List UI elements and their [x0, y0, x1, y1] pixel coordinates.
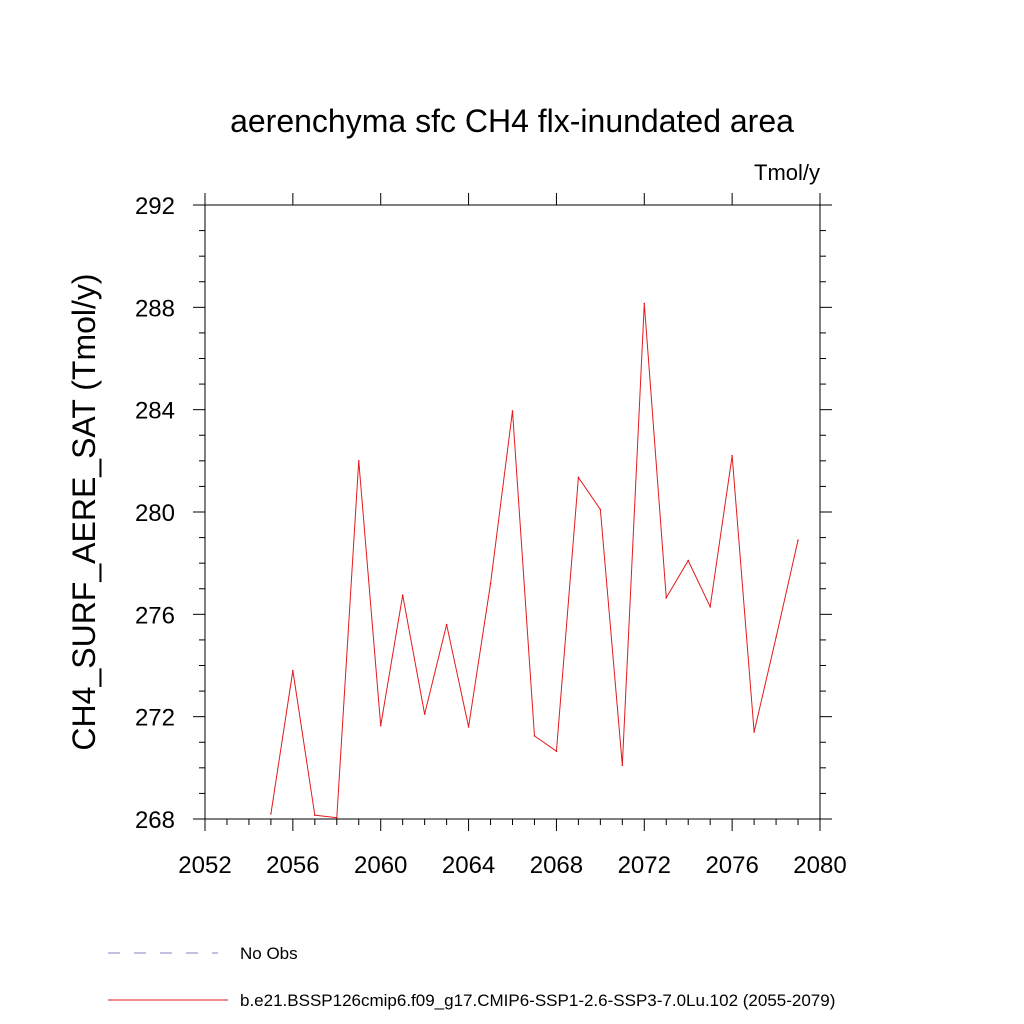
data-point	[687, 559, 690, 562]
data-point	[775, 636, 777, 639]
x-tick-label: 2072	[618, 852, 671, 879]
data-point	[577, 476, 580, 479]
data-point	[292, 669, 294, 672]
y-tick-label: 280	[135, 500, 175, 527]
y-tick-label: 276	[135, 602, 175, 629]
legend-label-no-obs: No Obs	[240, 944, 298, 963]
y-tick-label: 284	[135, 398, 175, 425]
x-tick-label: 2056	[266, 852, 319, 879]
data-series	[270, 302, 799, 819]
series-line	[270, 303, 799, 819]
data-point	[335, 816, 338, 819]
data-point	[599, 508, 602, 511]
plot-frame	[204, 204, 821, 820]
data-point	[314, 814, 316, 816]
data-point	[621, 764, 624, 767]
data-point	[379, 724, 382, 727]
data-point	[643, 302, 646, 305]
y-tick-label: 268	[135, 807, 175, 834]
chart-title: aerenchyma sfc CH4 flx-inundated area	[230, 103, 794, 139]
data-point	[731, 454, 733, 457]
x-tick-label: 2060	[354, 852, 407, 879]
data-point	[467, 726, 470, 728]
x-tick-label: 2064	[442, 852, 495, 879]
x-tick-label: 2080	[793, 852, 846, 879]
data-point	[489, 582, 492, 585]
legend-label-model: b.e21.BSSP126cmip6.f09_g17.CMIP6-SSP1-2.…	[240, 991, 835, 1010]
x-tick-label: 2068	[530, 852, 583, 879]
axis-ticks	[193, 193, 832, 831]
y-tick-label: 292	[135, 193, 175, 220]
data-point	[555, 750, 558, 753]
y-tick-label: 288	[135, 295, 175, 322]
data-point	[357, 460, 360, 462]
x-tick-label: 2076	[705, 852, 758, 879]
y-axis-label: CH4_SURF_AERE_SAT (Tmol/y)	[66, 273, 102, 750]
tick-labels: 2052 2056 2060 2064 2068 2072 2076 2080 268 272 27…	[135, 193, 847, 879]
units-label: Tmol/y	[754, 160, 820, 185]
data-point	[665, 596, 668, 599]
legend: No Obs b.e21.BSSP126cmip6.f09_g17.CMIP6-…	[108, 944, 835, 1010]
data-point	[709, 605, 711, 608]
data-point	[445, 623, 448, 626]
data-point	[423, 713, 426, 715]
data-point	[270, 813, 272, 815]
data-point	[533, 735, 536, 737]
data-point	[401, 594, 404, 596]
data-point	[511, 410, 514, 412]
data-point	[753, 731, 755, 733]
y-tick-label: 272	[135, 705, 175, 732]
data-point	[797, 539, 799, 541]
x-tick-label: 2052	[178, 852, 231, 879]
